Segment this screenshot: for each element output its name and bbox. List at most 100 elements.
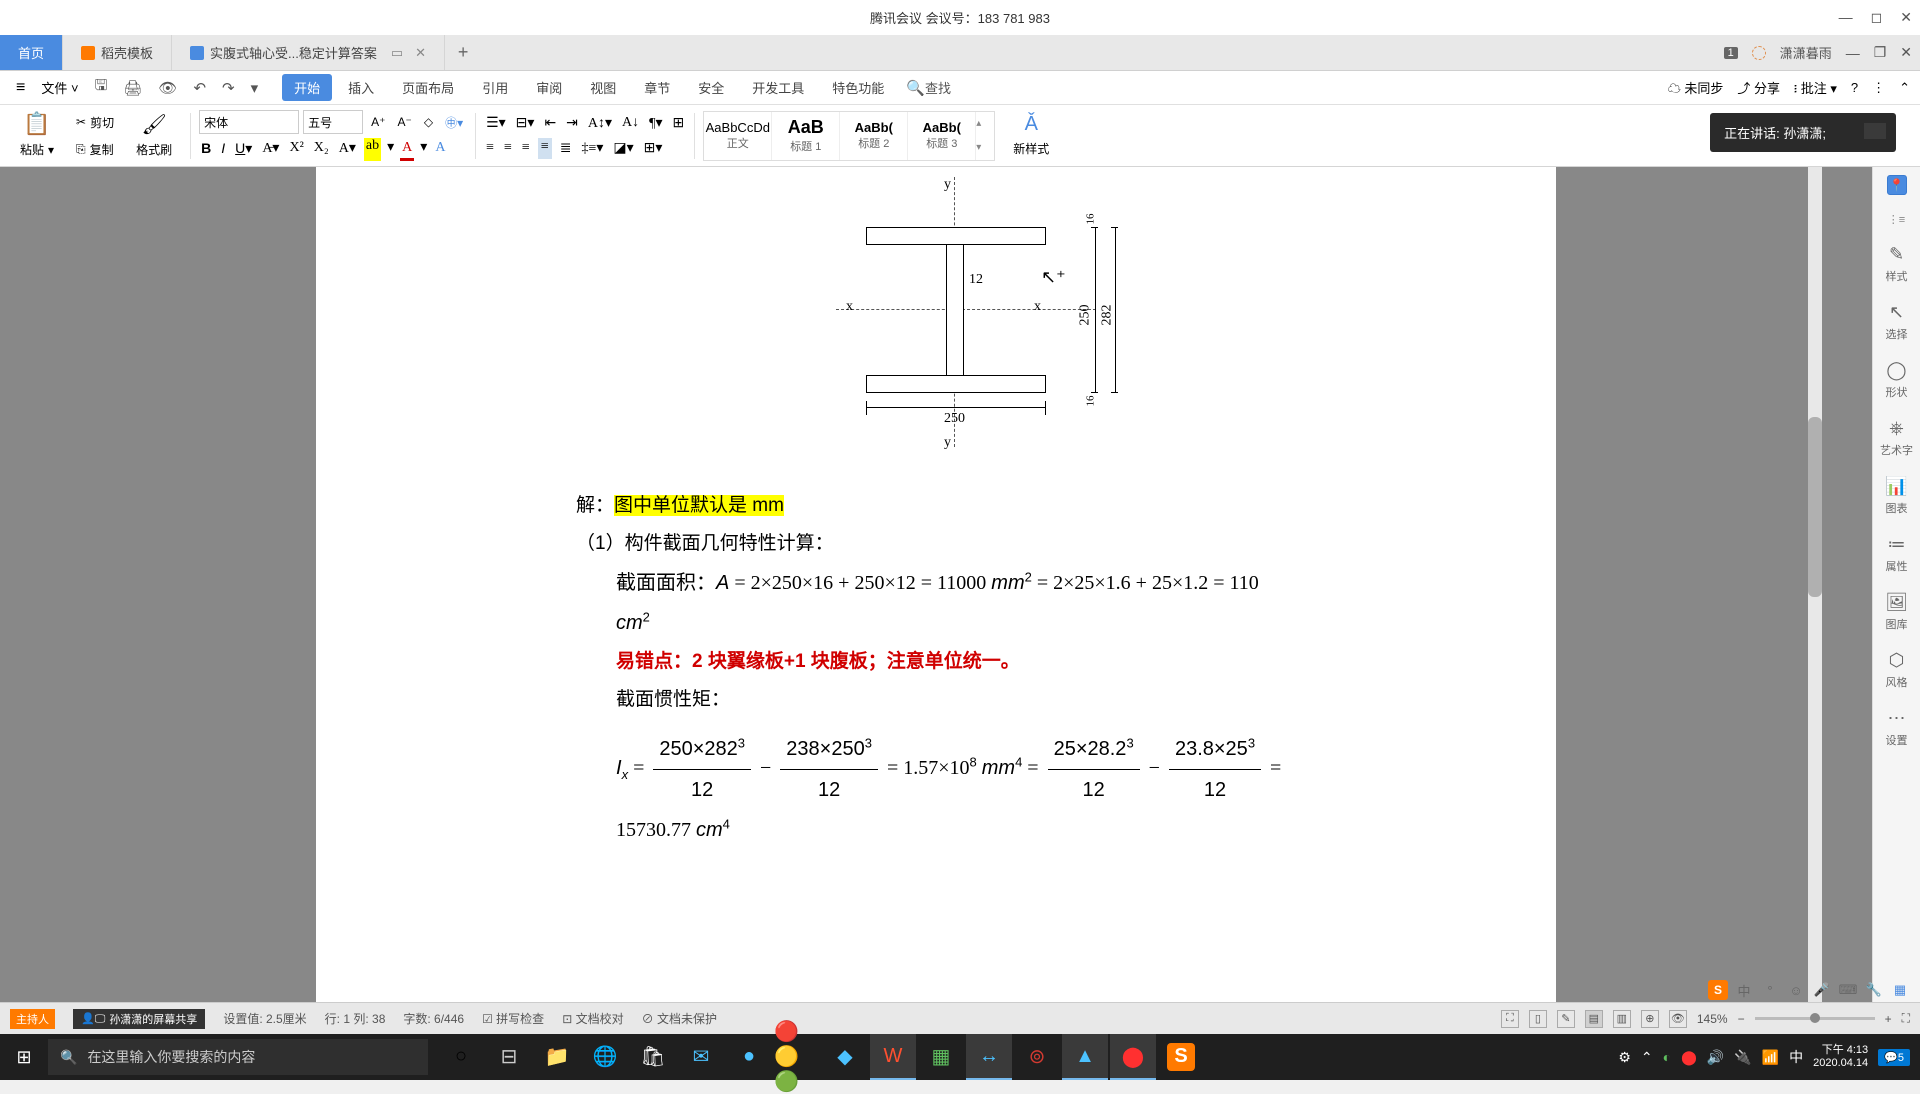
side-theme[interactable]: ⬡风格	[1886, 650, 1908, 690]
app-minimize-icon[interactable]: —	[1846, 45, 1860, 61]
task-netease[interactable]: ⊚	[1014, 1034, 1060, 1080]
sogou-icon[interactable]: S	[1708, 980, 1728, 1000]
view-page-icon[interactable]: ▤	[1585, 1010, 1603, 1028]
menu-review[interactable]: 审阅	[524, 78, 574, 97]
hamburger-icon[interactable]: ≡	[10, 79, 31, 97]
status-protect[interactable]: ⊘ 文档未保护	[642, 1010, 717, 1027]
task-edge[interactable]: 🌐	[582, 1034, 628, 1080]
size-combo[interactable]	[303, 110, 363, 134]
pin-icon[interactable]: 📍	[1887, 175, 1907, 195]
status-spell[interactable]: ☑ 拼写检查	[482, 1010, 544, 1027]
shrink-font-icon[interactable]: A⁻	[393, 110, 415, 134]
ime-punct-icon[interactable]: °	[1760, 980, 1780, 1000]
sort-icon[interactable]: A↓	[620, 113, 641, 134]
new-style-group[interactable]: Ǎ 新样式	[1003, 113, 1059, 159]
zoom-out-icon[interactable]: −	[1738, 1012, 1745, 1026]
collapse-icon[interactable]: ⌃	[1899, 80, 1910, 96]
tab-document[interactable]: 实腹式轴心受...稳定计算答案▭✕	[172, 35, 445, 70]
file-menu[interactable]: 文件 ˅	[35, 78, 84, 97]
ime-keyboard-icon[interactable]: ⌨	[1838, 980, 1858, 1000]
menu-reference[interactable]: 引用	[470, 78, 520, 97]
tab-home[interactable]: 首页	[0, 35, 63, 70]
menu-insert[interactable]: 插入	[336, 78, 386, 97]
style-h2[interactable]: AaBb(标题 2	[840, 112, 908, 160]
side-props[interactable]: ≔属性	[1886, 534, 1908, 574]
task-store[interactable]: 🛍	[630, 1034, 676, 1080]
view-web-icon[interactable]: ⊕	[1641, 1010, 1659, 1028]
tray-battery-icon[interactable]: 🔌	[1734, 1049, 1751, 1066]
align-left-icon[interactable]: ≡	[484, 138, 496, 159]
grow-font-icon[interactable]: A⁺	[367, 110, 389, 134]
zoom-in-icon[interactable]: +	[1885, 1012, 1892, 1026]
font-color-button[interactable]: A	[400, 138, 414, 161]
print-preview-icon[interactable]: 👁	[152, 79, 183, 97]
ime-mic-icon[interactable]: 🎤	[1812, 980, 1832, 1000]
table-icon[interactable]: ⊞	[671, 113, 687, 134]
font-style-button[interactable]: A	[433, 138, 447, 161]
minimize-icon[interactable]: —	[1839, 9, 1853, 26]
task-wps[interactable]: W	[870, 1034, 916, 1080]
side-settings[interactable]: ⋯设置	[1886, 708, 1908, 748]
task-cortana[interactable]: ○	[438, 1034, 484, 1080]
bullet-list-icon[interactable]: ☰▾	[484, 113, 508, 134]
ime-tool-icon[interactable]: 🔧	[1864, 980, 1884, 1000]
align-justify-icon[interactable]: ≡	[538, 138, 552, 159]
notification-badge[interactable]: 💬5	[1878, 1049, 1910, 1066]
highlight-button[interactable]: ab	[364, 138, 381, 161]
italic-button[interactable]: I	[219, 138, 227, 161]
tray-360-icon[interactable]: ◐	[1663, 1049, 1671, 1065]
phonetic-icon[interactable]: ㊥▾	[441, 110, 467, 134]
paste-icon[interactable]: 📋	[23, 111, 50, 137]
task-explorer[interactable]: 📁	[534, 1034, 580, 1080]
menu-start[interactable]: 开始	[282, 74, 332, 101]
ime-grid-icon[interactable]: ▦	[1890, 980, 1910, 1000]
side-shape[interactable]: ◯形状	[1886, 360, 1908, 400]
app-close-icon[interactable]: ✕	[1900, 44, 1912, 61]
close-icon[interactable]: ✕	[1900, 9, 1912, 26]
redo-icon[interactable]: ↷	[216, 79, 241, 97]
align-center-icon[interactable]: ≡	[502, 138, 514, 159]
format-painter-button[interactable]: 格式刷	[132, 139, 176, 160]
task-meeting[interactable]: ▲	[1062, 1034, 1108, 1080]
number-list-icon[interactable]: ⊟▾	[514, 113, 537, 134]
taskbar-search[interactable]: 🔍 在这里输入你要搜索的内容	[48, 1039, 428, 1075]
undo-icon[interactable]: ↶	[187, 79, 212, 97]
text-effect-button[interactable]: A▾	[337, 138, 358, 161]
side-styles[interactable]: ✎样式	[1886, 244, 1908, 284]
user-name[interactable]: 潇潇暮雨	[1780, 43, 1832, 62]
side-select[interactable]: ↖选择	[1886, 302, 1908, 342]
menu-view[interactable]: 视图	[578, 78, 628, 97]
side-gallery[interactable]: 🖼图库	[1885, 592, 1908, 632]
menu-chapter[interactable]: 章节	[632, 78, 682, 97]
tray-app-icon[interactable]: ⚙	[1618, 1049, 1631, 1066]
view-outline-icon[interactable]: ▥	[1613, 1010, 1631, 1028]
show-marks-icon[interactable]: ¶▾	[647, 113, 664, 134]
tab-templates[interactable]: 稻壳模板	[63, 35, 172, 70]
share-button[interactable]: ⤴ 分享	[1737, 78, 1780, 97]
tab-add[interactable]: +	[445, 35, 481, 70]
annotate-button[interactable]: ፧ 批注 ▾	[1794, 78, 1837, 97]
task-sogou[interactable]: S	[1167, 1043, 1195, 1071]
menu-layout[interactable]: 页面布局	[390, 78, 466, 97]
ime-cn-icon[interactable]: 中	[1734, 980, 1754, 1000]
fit-icon[interactable]: ⛶	[1902, 1011, 1910, 1026]
tray-up-icon[interactable]: ⌃	[1641, 1049, 1653, 1066]
doc-scroll[interactable]: y y x x 12 250 250 282 16 16 ↖⁺ 解：图中单位默认…	[0, 167, 1872, 1002]
text-dir-icon[interactable]: A↕▾	[586, 113, 614, 134]
task-teamviewer[interactable]: ↔	[966, 1034, 1012, 1080]
tray-rec-icon[interactable]: ⬤	[1681, 1049, 1697, 1066]
bold-button[interactable]: B	[199, 138, 213, 161]
underline-button[interactable]: U▾	[233, 138, 254, 161]
indent-icon[interactable]: ⇥	[564, 113, 580, 134]
tray-volume-icon[interactable]: 🔊	[1707, 1049, 1724, 1066]
sync-status[interactable]: ☁ 未同步	[1668, 78, 1724, 97]
menu-feature[interactable]: 特色功能	[820, 78, 896, 97]
status-proof[interactable]: ⊡ 文档校对	[562, 1010, 623, 1027]
start-button[interactable]: ⊞	[0, 1034, 48, 1080]
task-app1[interactable]: ●	[726, 1034, 772, 1080]
style-normal[interactable]: AaBbCcDd正文	[704, 112, 772, 160]
style-gallery[interactable]: AaBbCcDd正文 AaB标题 1 AaBb(标题 2 AaBb(标题 3 ▴…	[703, 111, 995, 161]
more-icon[interactable]: ⋮	[1872, 80, 1885, 96]
side-wordart[interactable]: ⎈艺术字	[1880, 418, 1913, 458]
superscript-button[interactable]: X²	[287, 138, 305, 161]
